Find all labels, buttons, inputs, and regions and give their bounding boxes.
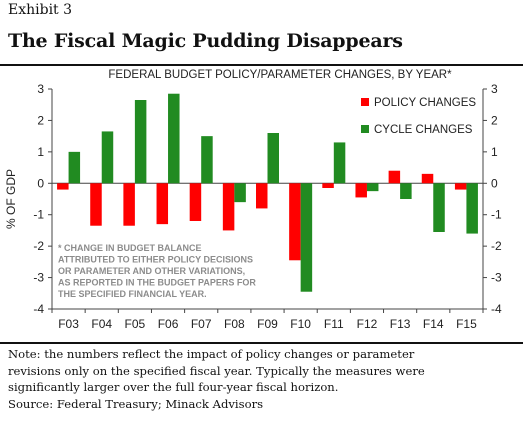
annotation-line-1: * CHANGE IN BUDGET BALANCE — [58, 243, 202, 253]
exhibit-label: Exhibit 3 — [8, 2, 73, 18]
y-tick-label-left: -1 — [33, 208, 44, 222]
y-tick-label-right: -3 — [491, 271, 502, 285]
policy-bar-f05 — [123, 183, 135, 226]
x-tick-label-f08: F08 — [224, 317, 245, 331]
annotation-line-3: OR PARAMETER AND OTHER VARIATIONS, — [58, 266, 245, 276]
policy-bar-f14 — [421, 173, 434, 184]
x-tick-label-f10: F10 — [290, 317, 311, 331]
chart-axes: -4 -4 -3 -3 -2 -2 -1 -1 0 0 1 1 2 2 3 3 % OF GDP — [4, 82, 502, 316]
x-tick-label-f13: F13 — [390, 317, 411, 331]
legend-swatch-1 — [361, 125, 369, 133]
y-tick-label-right: 3 — [491, 82, 498, 96]
y-tick-label-left: 2 — [37, 113, 44, 127]
policy-bar-f12 — [355, 183, 367, 198]
x-tick-label-f06: F06 — [158, 317, 179, 331]
policy-bar-f09 — [256, 183, 268, 209]
cycle-bar-f07 — [201, 136, 213, 184]
chart-annotation: * CHANGE IN BUDGET BALANCE ATTRIBUTED TO … — [58, 243, 256, 299]
cycle-bar-f12 — [366, 183, 379, 192]
policy-bar-f13 — [388, 170, 401, 184]
cycle-bar-f08 — [234, 183, 246, 203]
y-tick-label-left: -4 — [33, 302, 44, 316]
legend-swatch-0 — [361, 98, 369, 106]
note-line-1: Note: the numbers reflect the impact of … — [8, 347, 415, 361]
budget-changes-chart: FEDERAL BUDGET POLICY/PARAMETER CHANGES,… — [4, 69, 502, 331]
policy-bar-f10 — [289, 183, 301, 261]
y-tick-label-left: -2 — [33, 239, 44, 253]
legend-label-1: CYCLE CHANGES — [374, 124, 473, 136]
cycle-bar-f14 — [433, 183, 445, 232]
policy-bar-f15 — [454, 183, 467, 190]
x-tick-label-f07: F07 — [191, 317, 212, 331]
cycle-bar-f06 — [168, 93, 180, 184]
cycle-bar-f15 — [466, 183, 478, 234]
policy-bar-f11 — [322, 183, 334, 188]
y-tick-label-left: 3 — [37, 82, 44, 96]
policy-bar-f03 — [57, 183, 69, 190]
y-tick-label-left: 1 — [37, 145, 44, 159]
cycle-bar-f11 — [333, 142, 346, 184]
x-tick-labels: F03 F04 F05 F06 F07 F08 F09 F10 F11 F12 F13 F14 F15 — [51, 309, 484, 331]
y-tick-label-right: 2 — [491, 113, 498, 127]
y-tick-label-right: 1 — [491, 145, 498, 159]
x-tick-label-f04: F04 — [91, 317, 112, 331]
x-tick-label-f14: F14 — [423, 317, 444, 331]
note-line-2: revisions only on the specified fiscal y… — [8, 363, 425, 378]
y-tick-label-right: -1 — [491, 208, 502, 222]
x-tick-label-f11: F11 — [324, 317, 344, 331]
chart-bars — [57, 93, 478, 292]
annotation-line-5: THE SPECIFIED FINANCIAL YEAR. — [58, 289, 207, 299]
page-title: The Fiscal Magic Pudding Disappears — [8, 30, 403, 52]
policy-bar-f04 — [90, 183, 102, 226]
annotation-line-4: AS REPORTED IN THE BUDGET PAPERS FOR — [58, 278, 256, 288]
x-tick-label-f12: F12 — [357, 317, 378, 331]
cycle-bar-f03 — [68, 151, 81, 184]
policy-bar-f07 — [189, 183, 202, 221]
note-line-3: significantly larger over the full four-… — [8, 380, 339, 394]
y-tick-label-left: -3 — [33, 271, 44, 285]
x-tick-label-f03: F03 — [58, 317, 79, 331]
top-divider — [0, 64, 523, 66]
annotation-line-2: ATTRIBUTED TO EITHER POLICY DECISIONS — [58, 255, 253, 265]
policy-bar-f06 — [156, 183, 169, 225]
cycle-bar-f10 — [300, 183, 313, 292]
cycle-bar-f09 — [267, 133, 279, 184]
y-tick-label-right: 0 — [491, 176, 498, 190]
x-tick-label-f09: F09 — [257, 317, 278, 331]
chart-legend: POLICY CHANGES CYCLE CHANGES — [361, 97, 476, 136]
legend-label-0: POLICY CHANGES — [374, 97, 476, 109]
x-tick-label-f15: F15 — [456, 317, 477, 331]
y-tick-label-left: 0 — [37, 176, 44, 190]
x-tick-label-f05: F05 — [125, 317, 146, 331]
y-tick-label-right: -4 — [491, 302, 502, 316]
y-tick-label-right: -2 — [491, 239, 502, 253]
bottom-divider — [0, 342, 523, 344]
chart-note: Note: the numbers reflect the impact of … — [8, 346, 518, 412]
source-line: Source: Federal Treasury; Minack Advisor… — [8, 396, 264, 411]
policy-bar-f08 — [222, 183, 235, 231]
chart-title: FEDERAL BUDGET POLICY/PARAMETER CHANGES,… — [108, 69, 452, 81]
cycle-bar-f04 — [101, 131, 114, 184]
cycle-bar-f05 — [134, 100, 147, 184]
y-axis-title: % OF GDP — [4, 169, 18, 229]
cycle-bar-f13 — [400, 183, 412, 199]
